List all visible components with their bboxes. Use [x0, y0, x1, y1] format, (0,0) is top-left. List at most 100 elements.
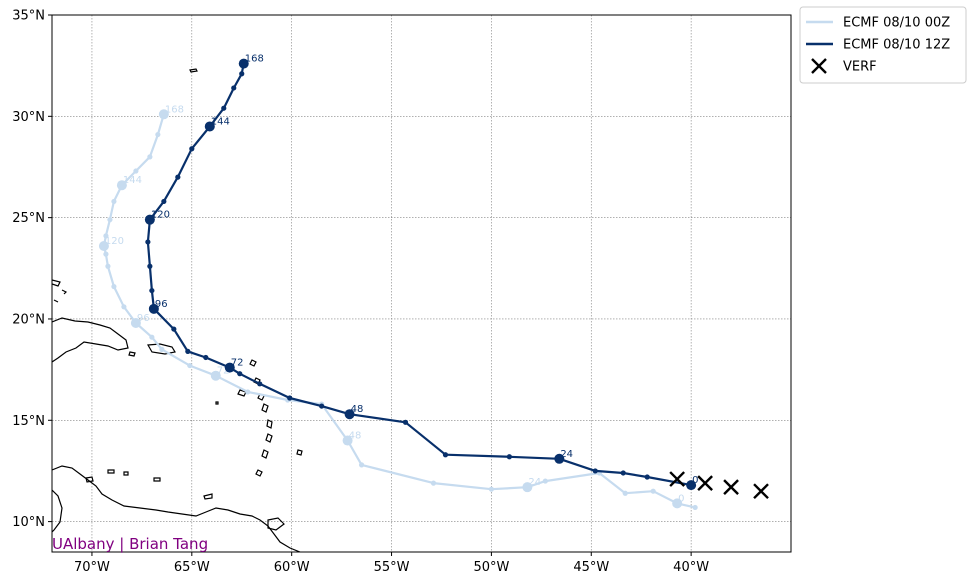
coastline-puerto-rico [147, 343, 176, 355]
track-hour-marker [342, 435, 353, 446]
legend-label: ECMF 08/10 12Z [843, 38, 950, 53]
track-point [147, 154, 153, 160]
coastline-lesser-antilles-6 [265, 433, 273, 443]
track-hour-marker [344, 409, 355, 420]
track-point [506, 454, 512, 460]
track-hour-label: 72 [231, 358, 244, 369]
track-point [187, 362, 193, 369]
track-point [650, 488, 656, 494]
coastline-islet-b [107, 469, 115, 474]
coastline-lesser-antilles-8 [255, 469, 263, 477]
track-hour-label: 120 [105, 236, 124, 247]
track-point [171, 326, 177, 332]
track-point [145, 239, 151, 245]
coastline-guadeloupe [237, 389, 247, 397]
track-line-1 [146, 63, 692, 487]
track-point [103, 251, 109, 257]
track-point [644, 474, 650, 480]
track-hour-marker [116, 180, 127, 191]
track-point [542, 478, 548, 484]
verf-marker [669, 471, 686, 487]
track-hour-marker [210, 370, 221, 381]
track-point [185, 348, 191, 354]
forecast-tracks: 0 24 48 72 96 120 144 168 0 24 48 72 96 120 144 168 [98, 54, 769, 511]
legend-label: ECMF 08/10 00Z [843, 16, 950, 31]
track-hour-marker [554, 453, 565, 464]
track-point [237, 371, 243, 377]
track-point [133, 168, 139, 174]
track-hour-label: 96 [137, 313, 150, 324]
coastline-small-1 [128, 351, 136, 357]
track-hour-marker [686, 480, 697, 491]
track-hour-marker [238, 58, 249, 69]
coastline-barbados [296, 449, 303, 456]
track-point [319, 403, 325, 409]
legend-label: VERF [843, 60, 877, 75]
track-hour-label: 72 [217, 366, 230, 377]
track-point [159, 346, 165, 352]
track-point [149, 334, 155, 340]
track-point [245, 389, 251, 395]
y-tick-label: 30°N [12, 110, 45, 125]
coastline-lesser-antilles-4 [261, 403, 269, 413]
track-point [107, 217, 113, 223]
track-hour-marker [98, 241, 109, 252]
track-point [430, 480, 437, 486]
axis-ticks: 70°W 65°W 60°W 55°W 50°W 45°W 40°W 10°N 15°N 20°N… [12, 9, 709, 576]
track-hour-marker [672, 498, 683, 509]
track-point [692, 504, 698, 511]
x-tick-label: 60°W [274, 560, 310, 575]
coastline-lesser-antilles-5 [266, 419, 273, 429]
y-tick-label: 15°N [12, 414, 45, 429]
y-tick-label: 10°N [12, 515, 45, 530]
track-point [111, 283, 117, 290]
track-point [189, 146, 195, 152]
track-line-0 [102, 113, 696, 509]
track-point [203, 354, 209, 361]
track-point [121, 304, 127, 310]
track-point [358, 462, 365, 468]
track-hour-marker [224, 362, 235, 373]
legend: ECMF 08/10 00Z ECMF 08/10 12Z VERF [799, 6, 967, 84]
track-point [105, 263, 111, 269]
track-hour-marker [148, 303, 159, 314]
x-tick-label: 70°W [74, 560, 110, 575]
track-hour-label: 120 [151, 210, 170, 221]
track-point [488, 486, 495, 492]
x-tick-label: 65°W [174, 560, 210, 575]
track-point [149, 287, 155, 294]
track-hour-label: 0 [678, 493, 684, 504]
y-tick-label: 20°N [12, 312, 45, 327]
legend-marker [811, 58, 827, 74]
track-hour-label: 144 [123, 175, 142, 186]
verf-marker-stroke [753, 483, 769, 500]
coastline-lake-maracaibo [52, 489, 63, 533]
coastline-bermuda [189, 68, 198, 73]
track-hour-label: 24 [560, 449, 573, 460]
track-point [592, 468, 598, 474]
track-point [147, 263, 153, 269]
track-point [221, 105, 227, 111]
coastline-trinidad [267, 517, 285, 531]
track-hour-marker [130, 318, 141, 329]
track-point [161, 198, 167, 205]
track-hour-marker [158, 109, 169, 120]
verf-marker [753, 483, 769, 500]
track-point [402, 419, 409, 425]
track-point [239, 71, 245, 77]
track-point [287, 395, 293, 401]
track-point [155, 131, 161, 138]
coastline-lesser-antilles-7 [261, 449, 269, 459]
verf-marker-stroke [669, 471, 686, 487]
track-hour-label: 0 [692, 475, 698, 486]
track-hour-marker [204, 121, 215, 132]
track-point [103, 233, 109, 239]
track-point [231, 85, 237, 91]
track-hour-label: 96 [155, 299, 168, 310]
coastline-isle [215, 401, 219, 405]
track-point [257, 381, 263, 387]
plot-frame [51, 14, 792, 553]
verf-marker-stroke [723, 479, 739, 496]
